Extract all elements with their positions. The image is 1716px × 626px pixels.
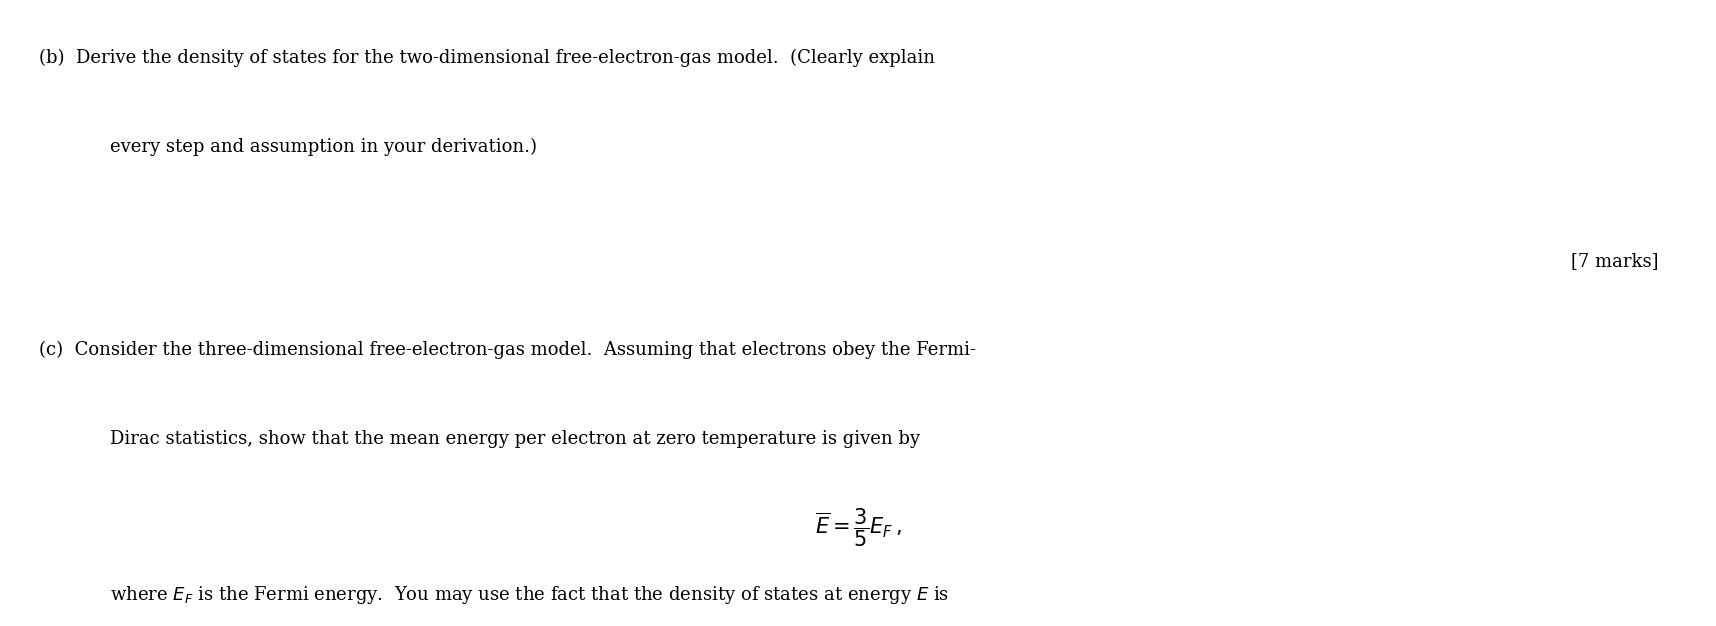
Text: where $E_F$ is the Fermi energy.  You may use the fact that the density of state: where $E_F$ is the Fermi energy. You may…	[110, 584, 949, 606]
Text: $\overline{E} = \dfrac{3}{5}E_F\,,$: $\overline{E} = \dfrac{3}{5}E_F\,,$	[815, 506, 901, 549]
Text: every step and assumption in your derivation.): every step and assumption in your deriva…	[110, 138, 537, 156]
Text: Dirac statistics, show that the mean energy per electron at zero temperature is : Dirac statistics, show that the mean ene…	[110, 429, 920, 448]
Text: (c)  Consider the three-dimensional free-electron-gas model.  Assuming that elec: (c) Consider the three-dimensional free-…	[39, 341, 976, 359]
Text: (b)  Derive the density of states for the two-dimensional free-electron-gas mode: (b) Derive the density of states for the…	[39, 49, 935, 68]
Text: [7 marks]: [7 marks]	[1570, 252, 1658, 270]
